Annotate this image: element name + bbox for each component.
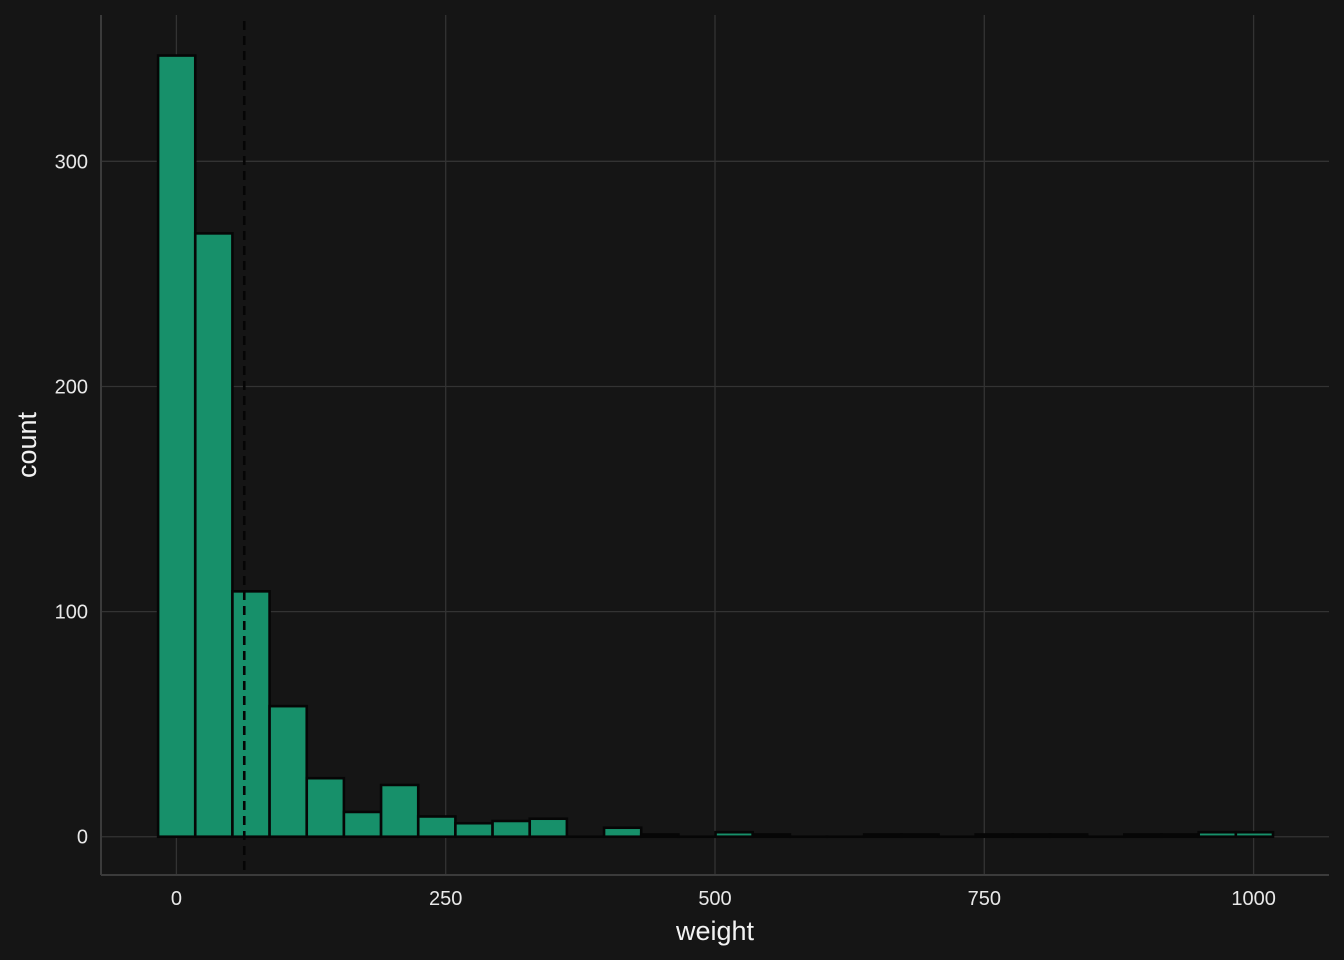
histogram-bar (1011, 833, 1052, 839)
y-tick-label: 100 (55, 602, 88, 624)
x-tick-label: 250 (429, 888, 462, 910)
histogram-bars (156, 54, 1275, 839)
histogram-bar (751, 833, 792, 839)
histogram-bar (268, 704, 309, 839)
y-tick-label: 300 (55, 151, 88, 173)
x-axis-tick-labels: 0 250 500 750 1000 (171, 888, 1276, 910)
x-tick-label: 500 (698, 888, 731, 910)
histogram-bar (305, 776, 346, 839)
histogram-bar (379, 783, 420, 839)
histogram-bar (454, 821, 494, 839)
histogram-bar (862, 833, 903, 839)
histogram-bar (974, 833, 1015, 839)
x-tick-label: 750 (968, 888, 1001, 910)
histogram-bar (639, 833, 680, 839)
histogram-bar (231, 590, 271, 839)
histogram-bar (528, 817, 569, 839)
y-tick-label: 200 (55, 376, 88, 398)
axis-lines (100, 15, 1329, 876)
y-axis-title: count (12, 411, 42, 478)
histogram-bar (1234, 830, 1275, 839)
x-axis-title: weight (675, 916, 755, 946)
y-tick-label: 0 (77, 827, 88, 849)
histogram-bar (193, 232, 234, 839)
histogram-bar (1197, 830, 1238, 839)
histogram-bar (900, 833, 940, 839)
histogram-bar (1123, 833, 1163, 839)
histogram-bar (1160, 833, 1200, 839)
histogram-bar (416, 815, 457, 839)
histogram-bar (491, 819, 532, 839)
histogram-bar (1048, 833, 1089, 839)
histogram-bar (714, 830, 755, 839)
y-axis-tick-labels: 0 100 200 300 (55, 151, 88, 848)
x-tick-label: 1000 (1231, 888, 1276, 910)
x-tick-label: 0 (171, 888, 182, 910)
histogram-bar (156, 54, 197, 839)
histogram-bar (342, 810, 383, 839)
histogram-bar (602, 826, 643, 839)
